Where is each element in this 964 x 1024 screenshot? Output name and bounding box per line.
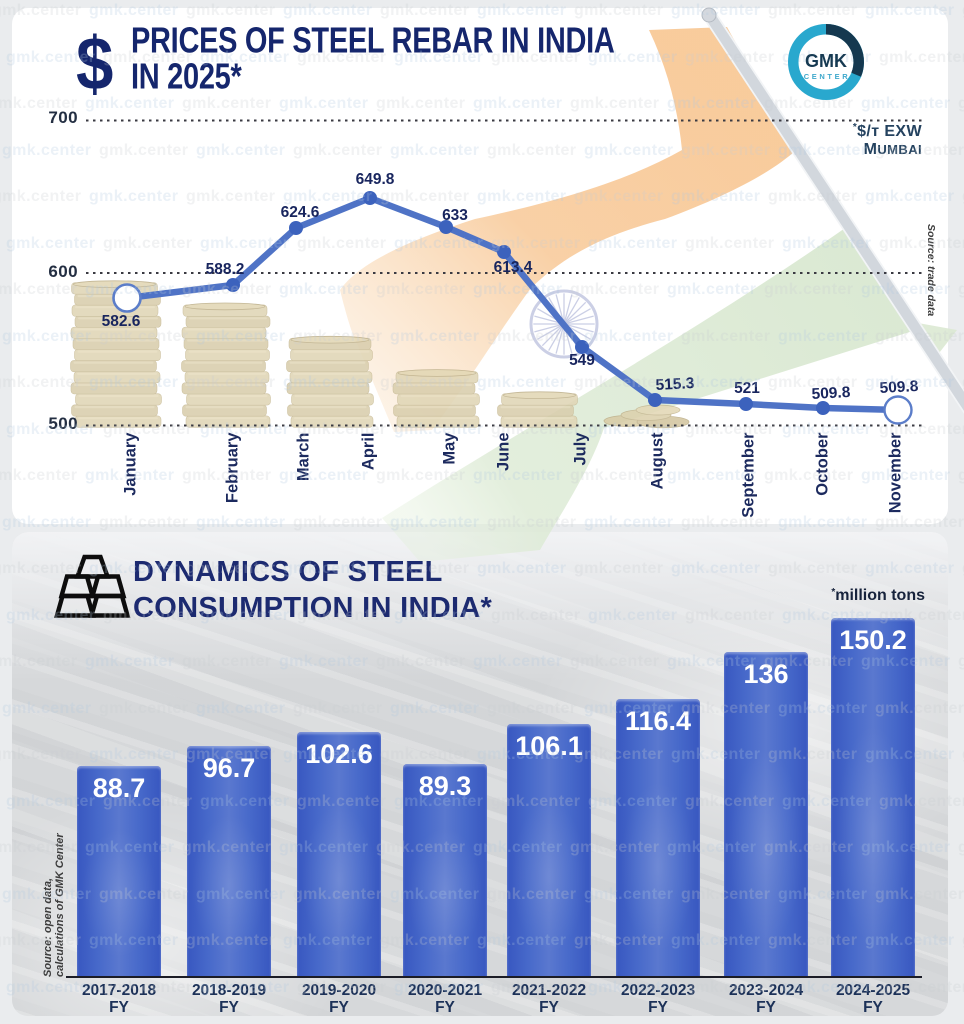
svg-text:CENTER: CENTER (804, 72, 850, 81)
svg-text:GMK: GMK (805, 51, 847, 71)
